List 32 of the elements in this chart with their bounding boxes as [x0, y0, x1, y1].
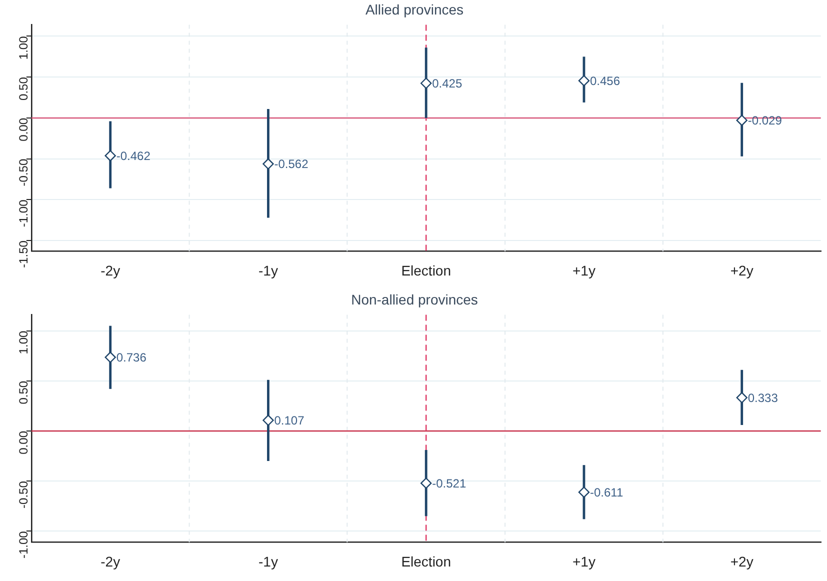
x-tick-label: Election: [401, 553, 452, 570]
y-tick-label: 0.00: [16, 430, 31, 454]
chart-title: Non-allied provinces: [351, 291, 478, 308]
data-label: 0.456: [590, 74, 620, 88]
data-label: 0.107: [274, 414, 305, 428]
y-tick-label: 0.50: [16, 380, 31, 404]
x-tick-label: +2y: [730, 262, 754, 278]
data-label: -0.562: [274, 157, 309, 172]
x-tick-label: -1y: [258, 262, 278, 278]
data-label: 0.425: [432, 76, 462, 91]
x-tick-label: +1y: [572, 553, 596, 570]
data-label: 0.736: [116, 350, 147, 365]
y-tick-label: 0.50: [16, 76, 31, 100]
data-label: -0.521: [432, 476, 466, 491]
y-tick-label: 0.00: [16, 118, 31, 142]
chart-title: Allied provinces: [365, 1, 464, 18]
y-tick-label: -0.50: [16, 480, 31, 508]
data-label: -0.611: [590, 486, 624, 500]
x-tick-label: Election: [401, 262, 452, 278]
data-label: 0.333: [748, 390, 778, 405]
y-tick-label: -1.50: [16, 240, 31, 268]
y-tick-label: -1.00: [16, 199, 31, 228]
x-tick-label: +2y: [730, 553, 754, 570]
y-tick-label: 1.00: [16, 36, 31, 60]
y-tick-label: -0.50: [16, 158, 31, 186]
x-tick-label: -1y: [258, 553, 278, 570]
data-label: -0.462: [116, 149, 151, 164]
y-tick-label: -1.00: [16, 530, 31, 559]
x-tick-label: -2y: [100, 262, 120, 278]
x-tick-label: +1y: [572, 262, 596, 278]
x-tick-label: -2y: [100, 553, 120, 570]
y-tick-label: 1.00: [16, 330, 31, 354]
